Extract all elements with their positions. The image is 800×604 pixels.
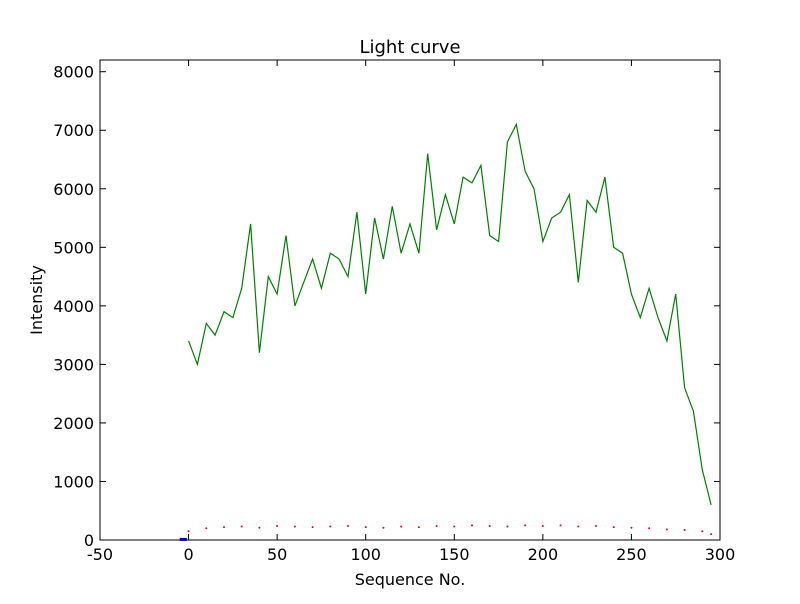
series-1-point [382, 526, 385, 529]
series-1-point [648, 527, 651, 530]
x-tick-label: 250 [616, 545, 647, 564]
series-0 [188, 122, 712, 506]
series-0-line [188, 122, 712, 506]
series-1-point [400, 525, 403, 528]
series-1-point [612, 526, 615, 529]
y-tick-label: 2000 [53, 414, 94, 433]
series-1-point [471, 524, 473, 527]
series-1-point [311, 526, 314, 529]
chart-title: Light curve [359, 37, 460, 58]
series-1-point [683, 529, 686, 532]
y-axis-label: Intensity [27, 265, 46, 335]
series-1-point [541, 524, 544, 527]
series-1 [187, 524, 713, 536]
ticks-layer: -50 0 50 100 150 200 250 3000100020003000400050… [53, 60, 735, 564]
series-1-point [595, 524, 597, 527]
series-1-point [187, 530, 190, 533]
plot-frame [99, 59, 721, 541]
x-tick-label: 200 [528, 545, 559, 564]
series-1-point [293, 525, 296, 528]
series-1-point [276, 524, 279, 527]
x-tick-label: 0 [183, 545, 193, 564]
series-1-point [347, 524, 349, 527]
series-1-point [488, 524, 491, 527]
series-1-point [506, 525, 509, 528]
series-1-point [364, 526, 367, 529]
y-tick-label: 5000 [53, 238, 94, 257]
series-1-point [701, 530, 704, 533]
series-1-point [240, 525, 243, 528]
x-tick-label: -50 [87, 545, 113, 564]
y-tick-label: 6000 [53, 180, 94, 199]
x-tick-label: 150 [439, 545, 470, 564]
series-1-point [710, 533, 713, 536]
x-tick-label: 300 [705, 545, 736, 564]
series-1-point [205, 527, 208, 530]
series-1-point [577, 525, 580, 528]
y-tick-label: 8000 [53, 63, 94, 82]
y-tick-label: 7000 [53, 121, 94, 140]
y-tick-label: 0 [84, 531, 94, 550]
series-layer [179, 122, 713, 541]
series-1-point [630, 526, 633, 529]
series-1-point [524, 524, 527, 527]
x-axis-label: Sequence No. [355, 570, 466, 589]
series-1-point [329, 525, 332, 528]
series-1-point [665, 528, 668, 531]
series-1-point [453, 525, 456, 528]
x-tick-label: 50 [267, 545, 287, 564]
x-tick-label: 100 [350, 545, 381, 564]
y-tick-label: 3000 [53, 355, 94, 374]
series-1-point [223, 526, 225, 529]
y-tick-label: 1000 [53, 472, 94, 491]
series-1-point [559, 524, 562, 527]
series-1-point [258, 526, 261, 529]
series-1-point [435, 524, 438, 527]
y-tick-label: 4000 [53, 297, 94, 316]
series-1-point [417, 526, 420, 529]
